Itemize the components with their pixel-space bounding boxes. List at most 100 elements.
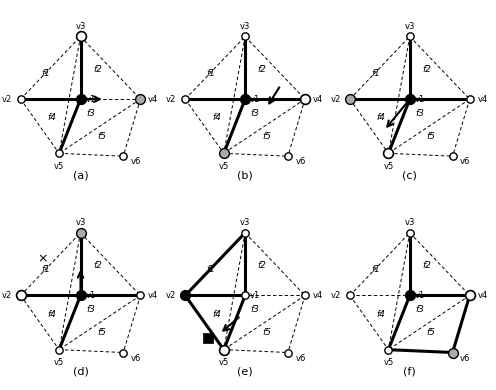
Point (17, 96, 25, 102)
Point (55, 150, 63, 156)
Text: v3: v3 (405, 22, 415, 31)
Point (406, 292, 414, 299)
Point (182, 96, 189, 102)
Text: v2: v2 (330, 95, 341, 104)
Point (17, 292, 25, 299)
Text: $\times$: $\times$ (37, 252, 48, 265)
Point (346, 96, 354, 102)
Text: v6: v6 (296, 158, 306, 167)
Text: v5: v5 (383, 358, 393, 367)
Point (346, 292, 354, 299)
Point (76, 33, 84, 39)
Point (76, 292, 84, 299)
Text: v1: v1 (250, 291, 260, 300)
Point (241, 33, 249, 39)
Point (448, 153, 456, 159)
Text: v2: v2 (1, 95, 11, 104)
Text: f3: f3 (86, 305, 95, 314)
Text: v4: v4 (148, 291, 158, 300)
Text: v5: v5 (219, 162, 229, 171)
Point (220, 347, 228, 353)
Point (406, 230, 414, 236)
Text: (a): (a) (73, 170, 88, 181)
Point (76, 33, 84, 39)
Text: f2: f2 (423, 65, 432, 74)
Text: v4: v4 (312, 95, 323, 104)
Text: v4: v4 (477, 291, 488, 300)
Text: f1: f1 (206, 265, 215, 274)
Text: f2: f2 (93, 261, 102, 270)
Text: v5: v5 (54, 162, 64, 171)
Point (301, 96, 309, 102)
Text: f2: f2 (258, 261, 267, 270)
Point (241, 96, 249, 102)
Text: v2: v2 (1, 291, 11, 300)
Point (76, 230, 84, 236)
Text: v2: v2 (166, 291, 176, 300)
Text: f3: f3 (250, 305, 259, 314)
Text: f5: f5 (427, 132, 435, 141)
Point (241, 96, 249, 102)
Text: f3: f3 (250, 109, 259, 118)
Point (220, 150, 228, 156)
Point (76, 292, 84, 299)
Text: v1: v1 (85, 291, 96, 300)
Text: v3: v3 (240, 218, 250, 227)
Text: f5: f5 (427, 328, 435, 337)
Text: f4: f4 (48, 310, 57, 319)
Point (55, 347, 63, 353)
Point (346, 96, 354, 102)
Text: f4: f4 (212, 113, 221, 122)
Text: v3: v3 (405, 218, 415, 227)
Text: f4: f4 (212, 310, 221, 319)
Point (241, 230, 249, 236)
Point (284, 349, 292, 356)
Point (220, 150, 228, 156)
Text: f4: f4 (377, 310, 386, 319)
Point (301, 292, 309, 299)
Point (384, 347, 392, 353)
Text: v3: v3 (240, 22, 250, 31)
Point (241, 292, 249, 299)
Text: (e): (e) (238, 367, 253, 377)
Text: f2: f2 (258, 65, 267, 74)
Text: f2: f2 (423, 261, 432, 270)
Point (448, 349, 456, 356)
Point (384, 150, 392, 156)
Text: v5: v5 (383, 162, 393, 171)
Text: v4: v4 (477, 95, 488, 104)
Text: f3: f3 (415, 305, 424, 314)
Text: v2: v2 (330, 291, 341, 300)
Text: v1: v1 (85, 95, 96, 104)
Point (182, 292, 189, 299)
Text: (c): (c) (402, 170, 417, 181)
Text: v5: v5 (219, 358, 229, 367)
Text: f5: f5 (262, 328, 271, 337)
Text: v6: v6 (131, 354, 141, 363)
Point (136, 96, 144, 102)
Point (120, 153, 127, 159)
Text: v6: v6 (296, 354, 306, 363)
Text: (b): (b) (237, 170, 253, 181)
Point (448, 349, 456, 356)
Point (204, 335, 212, 341)
Point (466, 292, 474, 299)
Text: v1: v1 (415, 291, 425, 300)
Point (136, 292, 144, 299)
Text: f1: f1 (371, 69, 380, 78)
Text: v6: v6 (131, 158, 141, 167)
Text: f1: f1 (42, 265, 51, 274)
Text: f3: f3 (415, 109, 424, 118)
Point (384, 150, 392, 156)
Text: f4: f4 (377, 113, 386, 122)
Point (182, 292, 189, 299)
Point (301, 96, 309, 102)
Text: v6: v6 (460, 354, 471, 363)
Text: (d): (d) (72, 367, 88, 377)
Text: v1: v1 (250, 95, 260, 104)
Text: f4: f4 (48, 113, 57, 122)
Text: f5: f5 (97, 132, 106, 141)
Text: f5: f5 (262, 132, 271, 141)
Point (466, 96, 474, 102)
Point (17, 292, 25, 299)
